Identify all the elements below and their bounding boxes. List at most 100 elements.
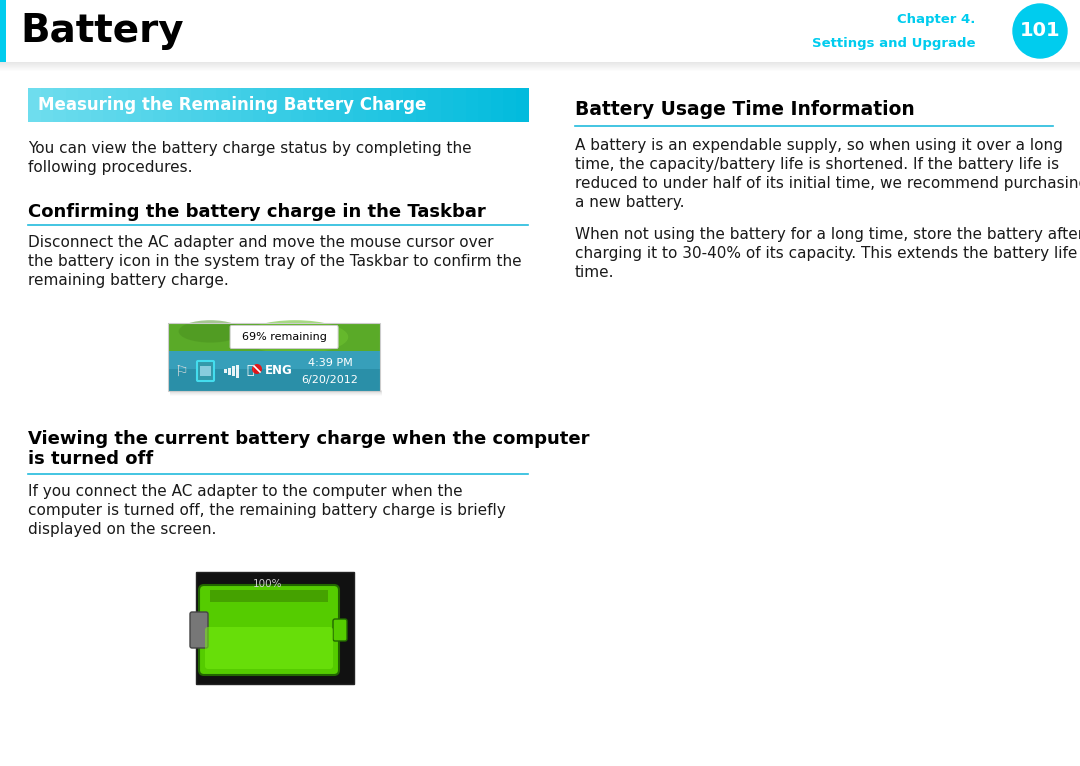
Text: ⚐: ⚐ [174,364,188,378]
Bar [403,88,417,122]
Bar [0,66,1080,67]
Bar [153,88,166,122]
Text: 100%: 100% [253,579,282,589]
Bar [378,88,391,122]
Text: A battery is an expendable supply, so when using it over a long: A battery is an expendable supply, so wh… [575,138,1063,153]
Bar [515,88,529,122]
Bar [328,88,341,122]
Bar [203,88,216,122]
Bar [168,351,380,391]
Text: Confirming the battery charge in the Taskbar: Confirming the battery charge in the Tas… [28,203,486,221]
FancyBboxPatch shape [205,627,333,669]
Text: reduced to under half of its initial time, we recommend purchasing: reduced to under half of its initial tim… [575,176,1080,191]
Text: displayed on the screen.: displayed on the screen. [28,522,216,537]
Bar [78,88,92,122]
Bar [291,88,303,122]
Bar [0,70,1080,71]
FancyBboxPatch shape [333,619,347,641]
Bar [266,88,279,122]
Bar [441,88,454,122]
Bar [224,369,227,373]
Text: Battery Usage Time Information: Battery Usage Time Information [575,100,915,119]
Bar [168,351,380,369]
Bar [232,366,235,376]
Text: time.: time. [575,265,615,280]
Bar [28,88,41,122]
Bar [0,0,6,62]
Bar [116,88,129,122]
Text: If you connect the AC adapter to the computer when the: If you connect the AC adapter to the com… [28,484,462,499]
Circle shape [1013,4,1067,58]
Bar [253,88,267,122]
Bar [170,391,382,393]
Bar [478,88,491,122]
Ellipse shape [178,320,242,342]
Bar [200,366,211,376]
Text: Chapter 4.: Chapter 4. [896,14,975,27]
Bar [170,392,382,394]
Bar [195,572,354,684]
Bar [140,88,154,122]
Bar [0,62,1080,63]
Ellipse shape [242,320,348,354]
Bar [129,88,141,122]
Bar [91,88,104,122]
Text: You can view the battery charge status by completing the: You can view the battery charge status b… [28,141,472,156]
Bar [216,88,229,122]
Text: the battery icon in the system tray of the Taskbar to confirm the: the battery icon in the system tray of t… [28,254,522,269]
Text: Settings and Upgrade: Settings and Upgrade [811,38,975,51]
Text: Battery: Battery [21,12,184,50]
Bar [391,88,404,122]
Bar [0,63,1080,64]
Bar [428,88,442,122]
FancyBboxPatch shape [230,326,338,349]
Bar [241,88,254,122]
Bar [315,88,329,122]
Bar [190,88,204,122]
Text: following procedures.: following procedures. [28,160,192,175]
Text: 69% remaining: 69% remaining [242,332,326,342]
FancyBboxPatch shape [199,585,339,675]
Bar [210,590,328,602]
Bar [353,88,366,122]
Bar [228,88,242,122]
Text: Measuring the Remaining Battery Charge: Measuring the Remaining Battery Charge [38,96,427,114]
Circle shape [252,364,262,374]
Bar [303,88,316,122]
Bar [168,323,380,351]
Bar [168,323,380,391]
Bar [53,88,67,122]
Bar [41,88,54,122]
Bar [503,88,516,122]
Text: computer is turned off, the remaining battery charge is briefly: computer is turned off, the remaining ba… [28,503,505,518]
FancyBboxPatch shape [190,612,208,648]
Text: remaining battery charge.: remaining battery charge. [28,273,229,288]
Text: Disconnect the AC adapter and move the mouse cursor over: Disconnect the AC adapter and move the m… [28,235,494,250]
Text: charging it to 30-40% of its capacity. This extends the battery life: charging it to 30-40% of its capacity. T… [575,246,1078,261]
Bar [170,393,382,395]
Bar [170,394,382,396]
Bar [170,390,382,392]
Bar [66,88,79,122]
Bar [0,65,1080,66]
Bar [340,88,354,122]
Bar [0,0,1080,62]
Bar [165,88,179,122]
Text: ENG: ENG [265,365,293,378]
Text: Viewing the current battery charge when the computer: Viewing the current battery charge when … [28,430,590,448]
Bar [0,68,1080,69]
Bar [0,67,1080,68]
Text: When not using the battery for a long time, store the battery after: When not using the battery for a long ti… [575,227,1080,242]
Bar [416,88,429,122]
Bar [170,395,382,397]
Bar [365,88,379,122]
Text: is turned off: is turned off [28,450,153,468]
Bar [278,88,292,122]
Bar [237,365,239,378]
Text: 101: 101 [1020,21,1061,41]
Bar [178,88,191,122]
Text: 6/20/2012: 6/20/2012 [301,375,359,385]
Bar [0,71,1080,72]
Bar [490,88,504,122]
Bar [228,368,231,375]
